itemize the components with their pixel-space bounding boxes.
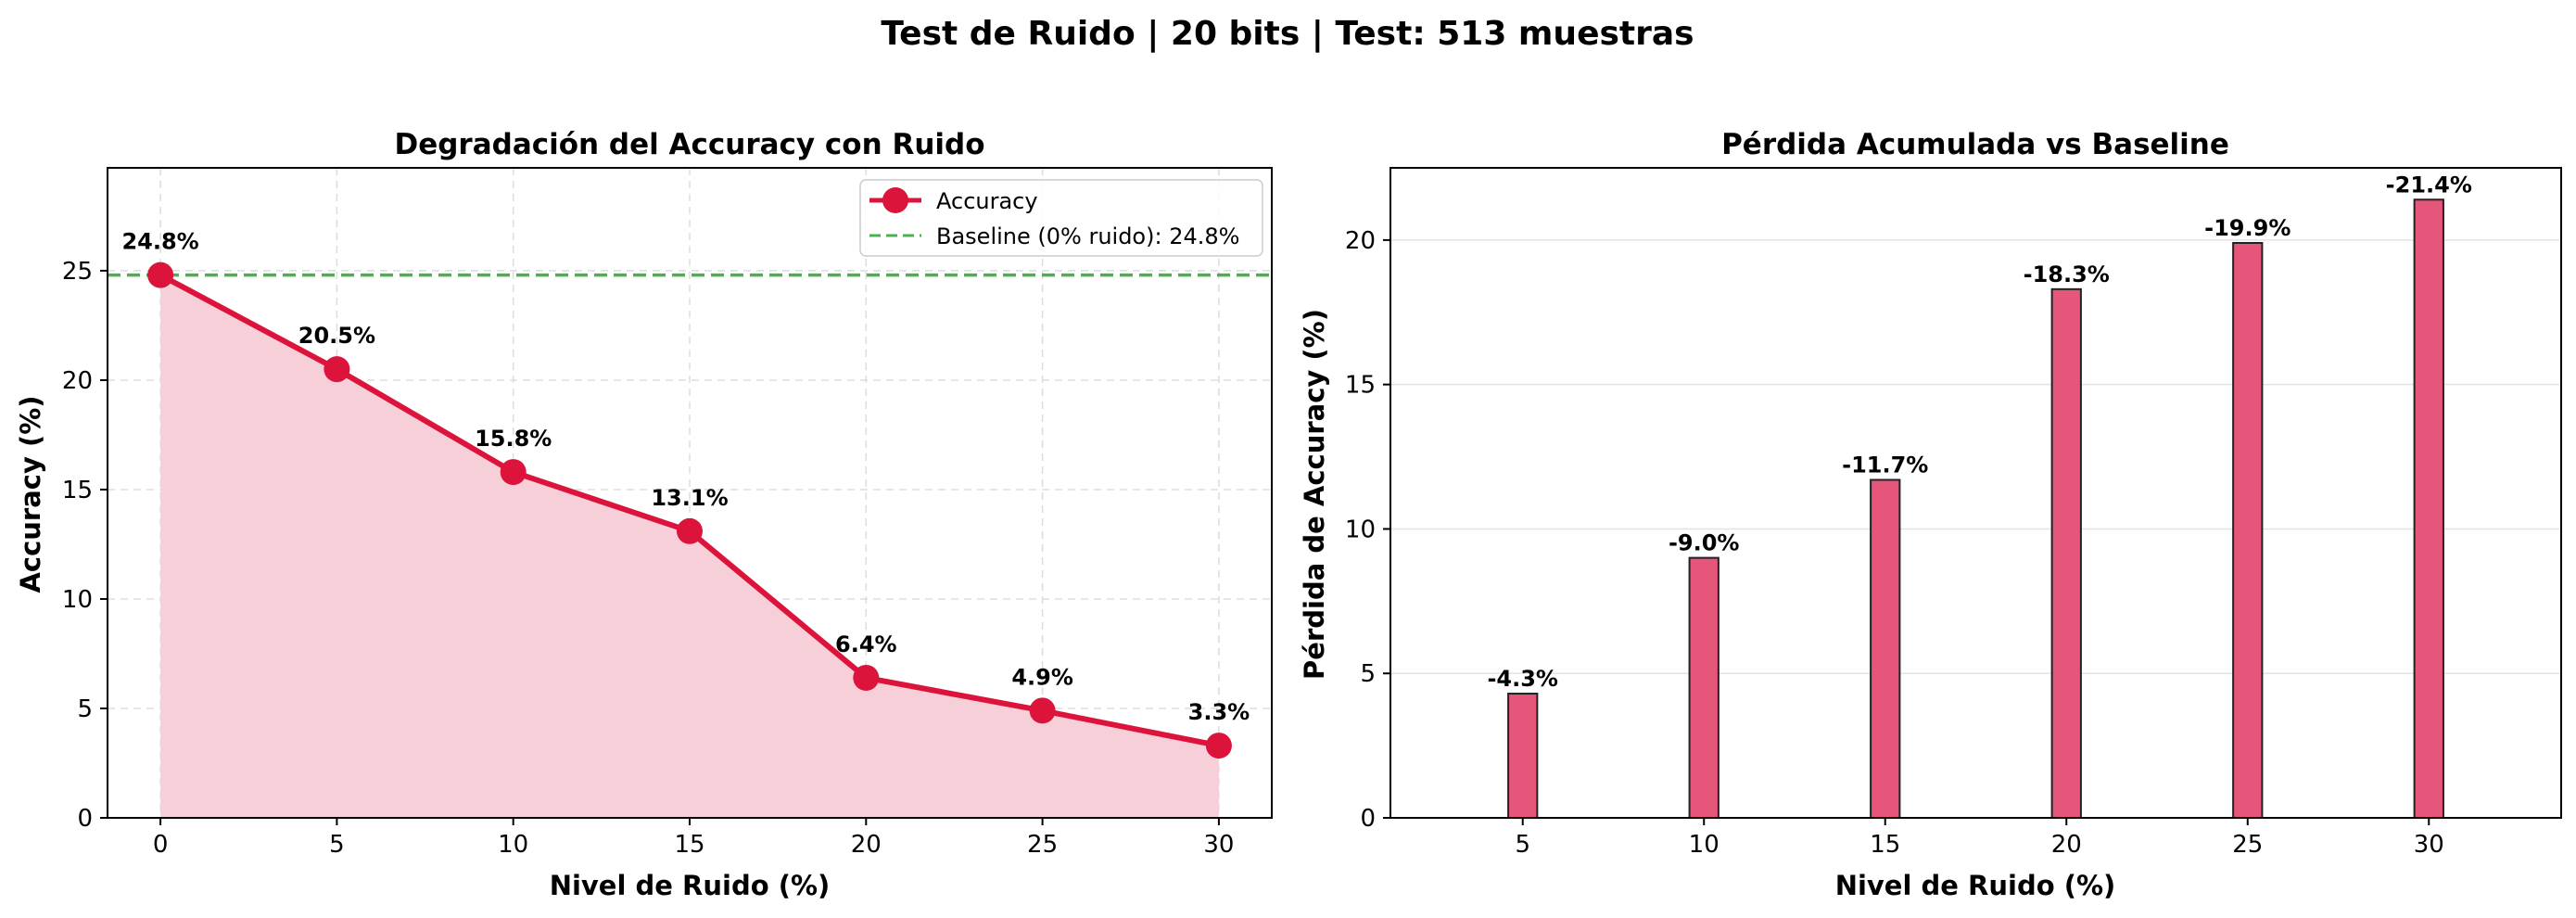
left-y-tick-label: 10 — [62, 586, 93, 614]
left-x-tick-label: 15 — [674, 831, 704, 859]
right-x-axis-label: Nivel de Ruido (%) — [1835, 870, 2116, 901]
accuracy-point-marker — [1205, 733, 1232, 759]
right-x-tick-label: 20 — [2051, 831, 2082, 859]
loss-bar — [2413, 198, 2444, 819]
left-plot-area: 24.8% 20.5% 15.8% 13.1% 6.4% 4.9% 3.3% 0 5 10 15 20… — [62, 167, 1273, 859]
legend-accuracy-marker-swatch — [882, 187, 908, 213]
left-x-tick-label: 25 — [1027, 831, 1058, 859]
loss-bar — [2050, 287, 2082, 819]
right-x-tick-label: 25 — [2232, 831, 2263, 859]
right-plot-area: -4.3% -9.0% -11.7% -18.3% -19.9% -21.4% 5 10 15 2… — [1345, 167, 2562, 859]
left-y-tick-label: 5 — [77, 695, 93, 723]
right-axes-frame — [1390, 167, 2562, 819]
accuracy-point-marker — [500, 459, 527, 486]
accuracy-point-label: 20.5% — [298, 323, 375, 349]
left-y-tick-label: 25 — [62, 258, 93, 286]
right-x-tick-label: 10 — [1689, 831, 1719, 859]
accuracy-point-marker — [324, 356, 350, 383]
right-y-tick-label: 0 — [1360, 805, 1376, 833]
accuracy-point-label: 15.8% — [475, 426, 552, 452]
loss-bar — [2232, 242, 2264, 819]
right-y-tick-label: 5 — [1360, 660, 1376, 688]
accuracy-point-label: 6.4% — [835, 631, 897, 657]
right-y-tick-label: 10 — [1345, 516, 1376, 543]
left-legend: Accuracy Baseline (0% ruido): 24.8% — [859, 179, 1263, 257]
right-x-tick-label: 5 — [1515, 831, 1530, 859]
loss-bar-label: -4.3% — [1487, 666, 1558, 692]
left-chart-title: Degradación del Accuracy con Ruido — [394, 128, 984, 161]
legend-entry-accuracy: Accuracy — [936, 188, 1038, 214]
figure-suptitle: Test de Ruido | 20 bits | Test: 513 mues… — [881, 15, 1694, 53]
accuracy-point-marker — [1029, 697, 1056, 724]
accuracy-point-label: 4.9% — [1011, 664, 1073, 690]
accuracy-area-fill — [160, 274, 1219, 818]
right-chart-title: Pérdida Acumulada vs Baseline — [1721, 128, 2229, 161]
loss-bar-label: -18.3% — [2024, 261, 2110, 287]
accuracy-line-chart: Degradación del Accuracy con Ruido Nivel… — [15, 128, 1273, 901]
accuracy-point-marker — [853, 664, 880, 691]
accuracy-point-marker — [147, 261, 174, 288]
right-y-tick-label: 15 — [1345, 372, 1376, 400]
left-x-tick-label: 5 — [329, 831, 345, 859]
accuracy-point-label: 3.3% — [1188, 699, 1250, 725]
right-x-tick-label: 30 — [2414, 831, 2444, 859]
left-y-axis-label: Accuracy (%) — [15, 395, 46, 593]
right-y-axis-label: Pérdida de Accuracy (%) — [1299, 309, 1330, 680]
left-x-axis-label: Nivel de Ruido (%) — [550, 870, 831, 901]
left-y-tick-label: 20 — [62, 367, 93, 395]
loss-bar — [1870, 478, 1901, 819]
loss-bar — [1688, 556, 1719, 819]
left-x-tick-label: 10 — [498, 831, 528, 859]
legend-entry-baseline: Baseline (0% ruido): 24.8% — [936, 223, 1239, 249]
accuracy-point-label: 13.1% — [651, 485, 728, 511]
left-x-tick-label: 20 — [851, 831, 882, 859]
accuracy-point-label: 24.8% — [121, 229, 198, 255]
legend-frame — [859, 179, 1263, 257]
left-y-tick-label: 15 — [62, 477, 93, 504]
left-y-tick-label: 0 — [77, 805, 93, 833]
loss-bar-chart: Pérdida Acumulada vs Baseline Nivel de R… — [1299, 128, 2562, 901]
left-x-tick-label: 0 — [153, 831, 169, 859]
loss-bar-label: -21.4% — [2386, 172, 2472, 198]
right-x-tick-label: 15 — [1870, 831, 1900, 859]
loss-bar-label: -11.7% — [1842, 452, 1928, 478]
left-x-tick-label: 30 — [1203, 831, 1234, 859]
accuracy-point-marker — [677, 517, 703, 544]
right-y-tick-label: 20 — [1345, 227, 1376, 255]
loss-bar-label: -19.9% — [2204, 215, 2290, 241]
loss-bar-label: -9.0% — [1669, 530, 1740, 556]
loss-bar — [1507, 693, 1539, 820]
